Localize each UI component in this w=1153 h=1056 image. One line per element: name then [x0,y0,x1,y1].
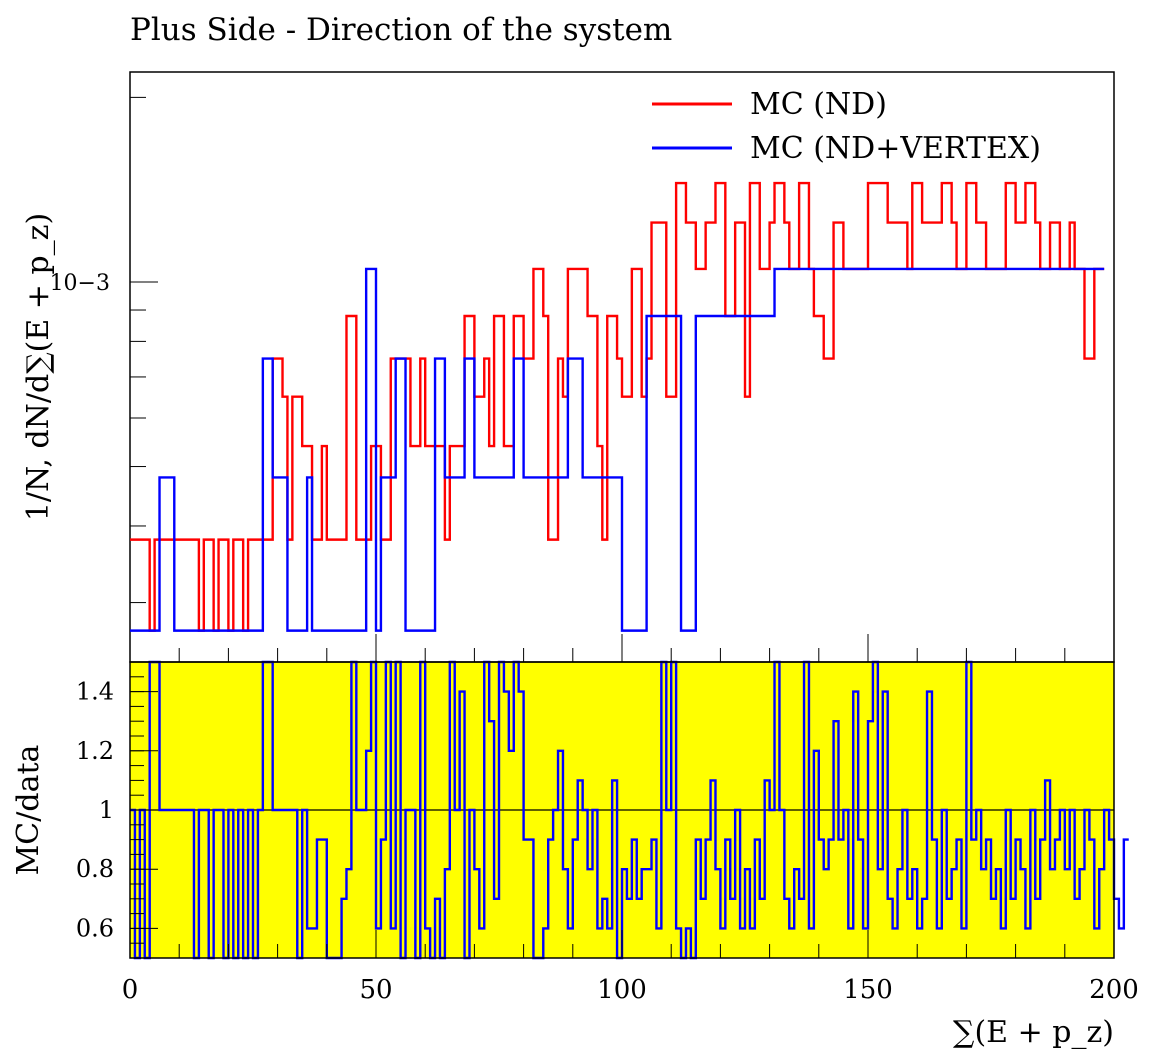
series-line-mc-nd-vertex [130,267,1105,632]
x-axis-label: ∑(E + p_z) [953,1015,1114,1050]
y-axis-label-main: 1/N, dN/d∑(E + p_z) [21,213,56,521]
x-tick-label: 50 [359,975,392,1005]
y-tick-label-main: 10−3 [50,271,110,296]
y-tick-label-ratio: 0.8 [76,855,114,883]
series-line-mc-nd [130,181,1105,632]
y-tick-label-ratio: 1.2 [76,737,114,765]
y-tick-label-ratio: 1.4 [76,678,114,706]
y-tick-label-ratio: 1 [99,796,114,824]
ratio-series-line [130,660,1129,960]
x-tick-label: 150 [843,975,893,1005]
legend-label: MC (ND+VERTEX) [750,131,1041,166]
x-tick-label: 200 [1089,975,1139,1005]
y-tick-label-ratio: 0.6 [76,914,114,942]
x-tick-label: 100 [597,975,647,1005]
y-axis-label-ratio: MC/data [11,744,46,875]
x-tick-label: 0 [122,975,139,1005]
chart-title: Plus Side - Direction of the system [130,12,673,48]
legend-label: MC (ND) [750,87,887,122]
